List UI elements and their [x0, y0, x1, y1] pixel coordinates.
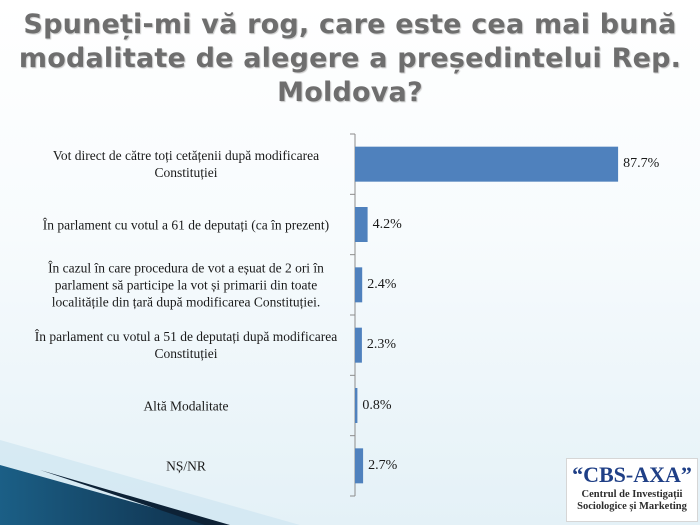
cbs-axa-logo: “CBS-AXA” Centrul de Investigații Sociol…: [566, 458, 698, 522]
category-label-3: În parlament cu votul a 51 de deputați d…: [34, 329, 338, 362]
category-label-1: În parlament cu votul a 61 de deputați (…: [42, 217, 330, 232]
data-label-0: 87.7%: [623, 156, 660, 172]
bar-1: [355, 207, 368, 242]
data-label-3: 2.3%: [366, 337, 397, 353]
bar-0: [355, 146, 619, 182]
data-label-4: 0.8%: [362, 397, 392, 413]
logo-subtitle-line2: Sociologice și Marketing: [577, 501, 687, 512]
data-label-2: 2.4%: [367, 276, 397, 292]
bar-2: [355, 267, 363, 303]
logo-subtitle: Centrul de Investigații Sociologice și M…: [567, 489, 697, 513]
category-label-0: Vot direct de către toți cetățenii după …: [52, 148, 320, 181]
bar-5: [355, 448, 364, 484]
logo-name: “CBS-AXA”: [572, 462, 692, 487]
chart-title: Spuneți-mi vă rog, care este cea mai bun…: [18, 9, 682, 108]
data-label-5: 2.7%: [368, 457, 398, 473]
category-label-2: În cazul în care procedura de vot a eșua…: [48, 260, 324, 310]
logo-subtitle-line1: Centrul de Investigații: [581, 489, 683, 500]
bar-3: [355, 327, 362, 363]
category-label-4: Altă Modalitate: [143, 398, 229, 413]
bar-4: [355, 388, 358, 423]
category-label-5: NȘ/NR: [166, 458, 206, 474]
data-label-1: 4.2%: [372, 216, 402, 232]
